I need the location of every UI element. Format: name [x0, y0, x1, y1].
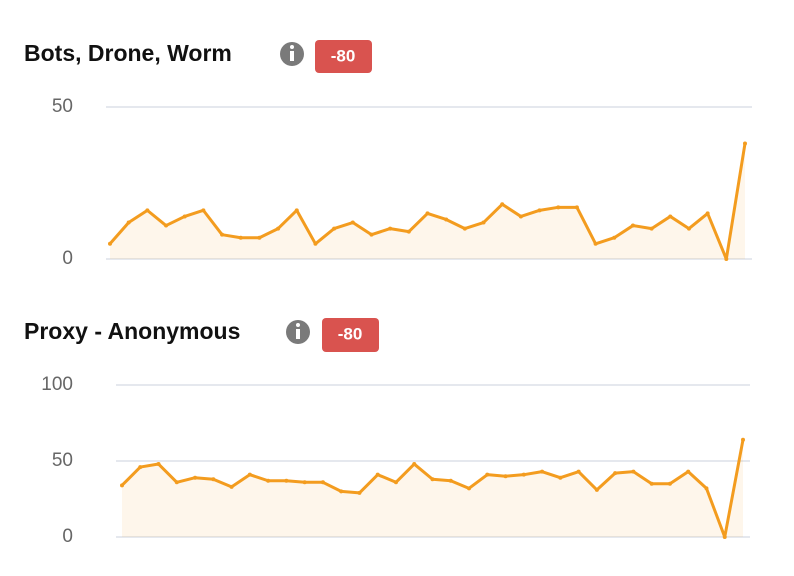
- point: [574, 205, 579, 210]
- point: [722, 535, 727, 539]
- point: [193, 475, 198, 480]
- badge-bg: [315, 40, 372, 73]
- point: [743, 141, 747, 146]
- point: [332, 226, 337, 231]
- point: [649, 481, 654, 486]
- point: [257, 235, 262, 240]
- point: [375, 472, 380, 477]
- point: [724, 257, 729, 261]
- point: [369, 232, 374, 237]
- area: [122, 439, 743, 537]
- point: [448, 478, 453, 483]
- point: [667, 481, 672, 486]
- y-tick-label: 50: [52, 450, 73, 471]
- point: [164, 223, 169, 228]
- point: [182, 214, 187, 219]
- point: [412, 462, 417, 467]
- point: [302, 480, 307, 485]
- badge-bg: [322, 318, 379, 352]
- area: [110, 143, 745, 259]
- point: [521, 472, 526, 477]
- point: [631, 469, 636, 474]
- point: [276, 226, 281, 231]
- point: [350, 220, 355, 225]
- point: [741, 437, 745, 442]
- point: [393, 480, 398, 485]
- point: [145, 208, 150, 213]
- point: [593, 241, 598, 246]
- y-tick-label: 100: [41, 374, 73, 395]
- point: [220, 232, 225, 237]
- point: [462, 226, 467, 231]
- point: [126, 220, 131, 225]
- point: [247, 472, 252, 477]
- point: [138, 465, 143, 470]
- point: [503, 474, 508, 479]
- point: [485, 472, 490, 477]
- point: [201, 208, 206, 213]
- chart-title: Proxy - Anonymous: [24, 318, 240, 344]
- point: [668, 214, 673, 219]
- point: [120, 483, 124, 488]
- point: [108, 241, 112, 246]
- point: [704, 486, 709, 491]
- y-tick-label: 0: [62, 248, 73, 269]
- point: [320, 480, 325, 485]
- point: [156, 462, 161, 467]
- point: [705, 211, 710, 216]
- info-icon[interactable]: [286, 320, 310, 344]
- point: [229, 484, 234, 489]
- point: [540, 469, 545, 474]
- point: [406, 229, 411, 234]
- point: [686, 469, 691, 474]
- point: [467, 486, 472, 491]
- point: [481, 220, 486, 225]
- point: [500, 202, 505, 207]
- point: [430, 477, 435, 482]
- point: [174, 480, 179, 485]
- chart-title: Bots, Drone, Worm: [24, 40, 232, 66]
- y-tick-label: 0: [62, 526, 73, 547]
- point: [284, 478, 289, 483]
- point: [388, 226, 393, 231]
- point: [211, 477, 216, 482]
- y-tick-label: 50: [52, 96, 73, 117]
- point: [537, 208, 542, 213]
- point: [313, 241, 318, 246]
- point: [425, 211, 430, 216]
- point: [558, 475, 563, 480]
- point: [266, 478, 271, 483]
- point: [357, 490, 362, 495]
- point: [518, 214, 523, 219]
- point: [649, 226, 654, 231]
- point: [612, 235, 617, 240]
- info-icon[interactable]: [280, 42, 304, 66]
- badge: -80: [331, 46, 356, 65]
- badge: -80: [338, 324, 363, 343]
- point: [238, 235, 243, 240]
- point: [294, 208, 299, 213]
- point: [613, 471, 618, 476]
- point: [444, 217, 449, 222]
- point: [556, 205, 561, 210]
- point: [630, 223, 635, 228]
- point: [686, 226, 691, 231]
- point: [594, 487, 599, 492]
- point: [576, 469, 581, 474]
- point: [339, 489, 344, 494]
